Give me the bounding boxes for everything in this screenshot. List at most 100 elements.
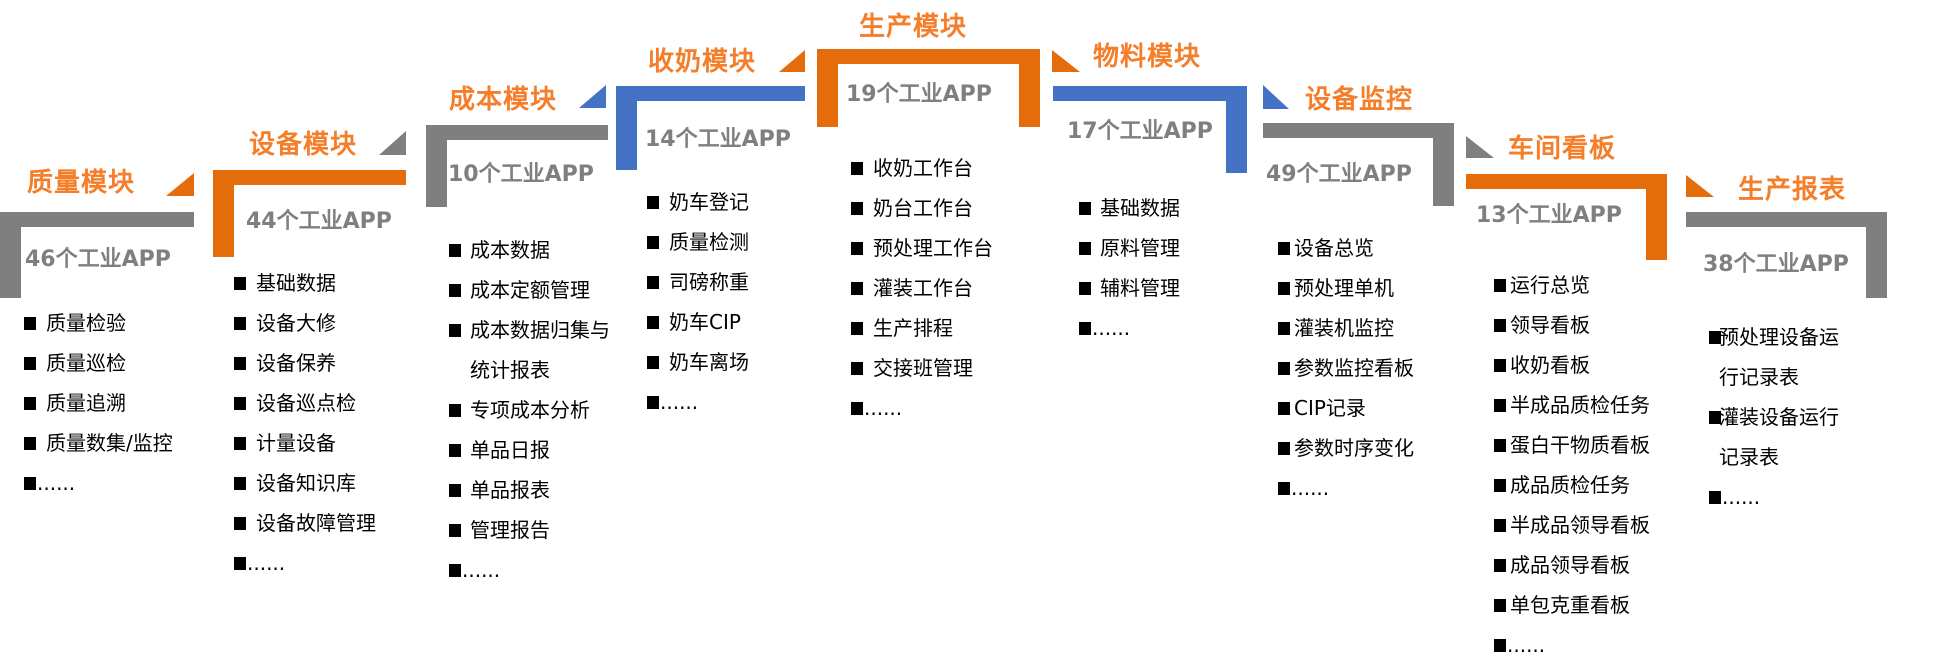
square-bullet-icon (234, 557, 246, 570)
square-bullet-icon (1079, 242, 1091, 255)
square-bullet-icon (234, 357, 246, 370)
list-item-text: 司磅称重 (669, 270, 749, 294)
square-bullet-icon (1278, 362, 1290, 375)
app-list: 成本数据 成本定额管理 成本数据归集与统计报表 专项成本分析 单品日报 单品报表 管理报告.… (449, 230, 620, 590)
square-bullet-icon (1079, 202, 1091, 215)
app-count: 46个工业APP (25, 247, 171, 272)
square-bullet-icon (1494, 639, 1506, 652)
module-bracket (213, 170, 406, 257)
list-item: CIP记录 (1278, 388, 1414, 428)
square-bullet-icon (1709, 411, 1721, 424)
square-bullet-icon (234, 477, 246, 490)
square-bullet-icon (449, 404, 461, 417)
list-item: ...... (234, 543, 376, 583)
list-item-text: 成品质检任务 (1510, 473, 1630, 497)
list-item-text: 质量巡检 (46, 351, 126, 375)
square-bullet-icon (24, 317, 36, 330)
list-item-text: 收奶看板 (1510, 353, 1590, 377)
list-item-text: 设备故障管理 (256, 511, 376, 535)
square-bullet-icon (1709, 331, 1721, 344)
app-count: 38个工业APP (1703, 252, 1849, 277)
square-bullet-icon (1494, 559, 1506, 572)
list-item-text: 成本数据 (470, 238, 550, 262)
list-item-text: 收奶工作台 (873, 156, 973, 180)
list-item: 计量设备 (234, 423, 376, 463)
list-item-text: ...... (1722, 485, 1761, 509)
list-item: 成品领导看板 (1494, 545, 1650, 585)
list-item-text: 预处理单机 (1294, 276, 1394, 300)
app-count: 49个工业APP (1266, 162, 1412, 187)
module-title: 设备监控 (1305, 85, 1414, 115)
list-item: 专项成本分析 (449, 390, 620, 430)
square-bullet-icon (851, 162, 863, 175)
square-bullet-icon (647, 356, 659, 369)
list-item-text: 预处理工作台 (873, 236, 993, 260)
list-item: 质量检验 (24, 303, 173, 343)
square-bullet-icon (1494, 439, 1506, 452)
module-bracket (1053, 86, 1247, 173)
module-bracket (817, 49, 1040, 127)
list-item-text: 奶车登记 (669, 190, 749, 214)
module-bracket (0, 212, 194, 298)
module-bracket (1686, 212, 1887, 298)
list-item-text: ...... (37, 471, 76, 495)
list-item-text: 奶车离场 (669, 350, 749, 374)
list-item-text: 交接班管理 (873, 356, 973, 380)
app-count: 44个工业APP (246, 209, 392, 234)
square-bullet-icon (449, 484, 461, 497)
square-bullet-icon (449, 244, 461, 257)
list-item-text: ...... (462, 558, 501, 582)
list-item: 半成品质检任务 (1494, 385, 1650, 425)
list-item: ...... (449, 550, 620, 590)
list-item: 收奶工作台 (851, 148, 993, 188)
list-item: 设备故障管理 (234, 503, 376, 543)
list-item-text: 原料管理 (1100, 236, 1180, 260)
square-bullet-icon (1278, 482, 1290, 495)
square-bullet-icon (1494, 479, 1506, 492)
square-bullet-icon (851, 402, 863, 415)
list-item: 原料管理 (1079, 228, 1180, 268)
square-bullet-icon (1278, 242, 1290, 255)
triangle-marker-icon (1052, 50, 1080, 72)
list-item: 交接班管理 (851, 348, 993, 388)
list-item: 生产排程 (851, 308, 993, 348)
square-bullet-icon (234, 277, 246, 290)
list-item-text: 生产排程 (873, 316, 953, 340)
list-item: 参数监控看板 (1278, 348, 1414, 388)
module-title: 物料模块 (1093, 42, 1202, 72)
list-item-text: 成本定额管理 (470, 278, 590, 302)
list-item-text: 运行总览 (1510, 273, 1590, 297)
app-list: 奶车登记 质量检测 司磅称重 奶车CIP 奶车离场...... (647, 182, 749, 422)
module-title: 生产模块 (859, 12, 968, 42)
list-item: ...... (1709, 477, 1852, 517)
square-bullet-icon (1278, 322, 1290, 335)
list-item-text: ...... (1291, 476, 1330, 500)
list-item: 管理报告 (449, 510, 620, 550)
list-item: 单包克重看板 (1494, 585, 1650, 625)
square-bullet-icon (24, 437, 36, 450)
list-item-text: 管理报告 (470, 518, 550, 542)
square-bullet-icon (1494, 519, 1506, 532)
app-count: 19个工业APP (846, 82, 992, 107)
list-item: 设备总览 (1278, 228, 1414, 268)
list-item-text: CIP记录 (1294, 396, 1366, 420)
list-item: ...... (24, 463, 173, 503)
square-bullet-icon (851, 322, 863, 335)
square-bullet-icon (1494, 359, 1506, 372)
square-bullet-icon (449, 444, 461, 457)
list-item-text: 领导看板 (1510, 313, 1590, 337)
list-item-text: 质量数集/监控 (46, 431, 173, 455)
list-item-text: 设备巡点检 (256, 391, 356, 415)
list-item-text: 设备保养 (256, 351, 336, 375)
list-item: 辅料管理 (1079, 268, 1180, 308)
list-item-text: 质量追溯 (46, 391, 126, 415)
list-item: ...... (1278, 468, 1414, 508)
square-bullet-icon (851, 362, 863, 375)
list-item-text: 基础数据 (256, 271, 336, 295)
square-bullet-icon (234, 437, 246, 450)
app-count: 10个工业APP (448, 162, 594, 187)
square-bullet-icon (1709, 491, 1721, 504)
list-item: 领导看板 (1494, 305, 1650, 345)
list-item-text: 单包克重看板 (1510, 593, 1630, 617)
list-item-text: 奶车CIP (669, 310, 741, 334)
